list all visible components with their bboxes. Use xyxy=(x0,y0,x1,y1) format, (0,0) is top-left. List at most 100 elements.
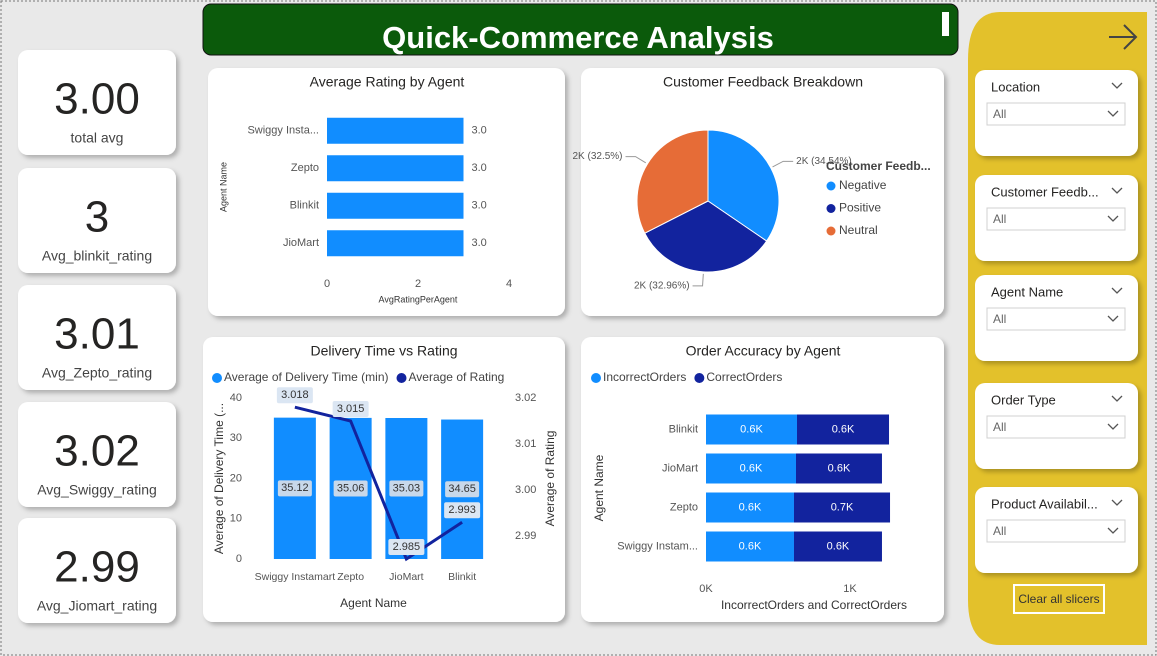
label-bg xyxy=(332,401,369,417)
legend-label: Average of Rating xyxy=(409,370,505,384)
axis-title: Agent Name xyxy=(340,596,407,610)
leader-line xyxy=(772,160,794,168)
data-label: 3.0 xyxy=(472,237,487,249)
legend-marker xyxy=(826,226,836,236)
kpi-label: Avg_Jiomart_rating xyxy=(37,598,157,614)
slicer-title: Product Availabil... xyxy=(991,496,1098,511)
x-tick-label: JioMart xyxy=(389,571,424,583)
line xyxy=(294,405,463,562)
slicer-selection[interactable]: All xyxy=(993,212,1006,226)
legend-label: Negative xyxy=(839,178,887,192)
slicer-collapse[interactable] xyxy=(1111,82,1123,89)
legend-marker xyxy=(826,181,836,191)
kpi-card xyxy=(18,518,176,623)
slicer-dropdown[interactable] xyxy=(986,102,1126,126)
y-tick-label: 30 xyxy=(230,432,242,444)
banner-icon xyxy=(942,12,949,36)
slicer-dropdown[interactable] xyxy=(986,307,1126,331)
leader-line xyxy=(625,156,647,164)
legend-label: Average of Delivery Time (min) xyxy=(224,370,389,384)
kpi-card xyxy=(18,285,176,390)
y-tick-label: Swiggy Instam... xyxy=(617,540,698,552)
data-label: 2K (32.96%) xyxy=(634,280,690,291)
legend-label: CorrectOrders xyxy=(706,370,782,384)
pie-slice xyxy=(636,129,709,234)
label-bg xyxy=(333,480,368,497)
data-label: 34.65 xyxy=(448,483,476,495)
bar xyxy=(327,192,464,219)
data-label: 3.0 xyxy=(472,125,487,137)
x-tick-label: Swiggy Instamart xyxy=(255,571,336,583)
axis-title: AvgRatingPerAgent xyxy=(379,294,458,304)
bar-segment xyxy=(797,414,890,445)
dropdown-chevron[interactable] xyxy=(1107,215,1119,222)
legend-marker xyxy=(591,373,601,383)
data-label: 35.06 xyxy=(337,482,365,494)
slicer-collapse[interactable] xyxy=(1111,187,1123,194)
clear-button[interactable] xyxy=(1013,584,1105,614)
legend-label: Neutral xyxy=(839,223,878,237)
data-label: 2.993 xyxy=(448,504,476,516)
y-tick-label: JioMart xyxy=(662,462,698,474)
bar-segment xyxy=(793,492,891,523)
clear-button-label[interactable]: Clear all slicers xyxy=(1018,592,1099,606)
dropdown-chevron[interactable] xyxy=(1107,315,1119,322)
bar-segment xyxy=(706,531,794,562)
label-bg xyxy=(445,481,480,498)
slicer-collapse[interactable] xyxy=(1111,287,1123,294)
kpi-value: 2.99 xyxy=(54,543,140,592)
slicer-title: Order Type xyxy=(991,392,1056,407)
bar-segment xyxy=(706,453,796,484)
data-label: 3.0 xyxy=(472,200,487,212)
bar-segment xyxy=(796,453,882,484)
label-bg xyxy=(276,387,313,404)
slicer-selection[interactable]: All xyxy=(993,107,1006,121)
collapse-arrow[interactable] xyxy=(1109,24,1138,50)
legend-marker xyxy=(826,204,836,213)
slicer-selection[interactable]: All xyxy=(993,524,1006,538)
slicer-collapse[interactable] xyxy=(1111,499,1123,506)
y-tick-label: Blinkit xyxy=(290,200,319,212)
data-label: 3.015 xyxy=(337,403,365,415)
data-label: 0.6K xyxy=(739,540,762,552)
slicer-selection[interactable]: All xyxy=(993,312,1006,326)
y2-tick-label: 3.01 xyxy=(515,438,536,450)
y2-tick-label: 3.00 xyxy=(515,484,536,496)
x-tick-label: Zepto xyxy=(337,571,364,583)
dropdown-chevron[interactable] xyxy=(1107,423,1119,430)
bar-segment xyxy=(706,492,794,523)
y-tick-label: Blinkit xyxy=(669,423,698,435)
y-tick-label: JioMart xyxy=(283,237,319,249)
bar xyxy=(327,155,464,182)
pie-slice xyxy=(707,129,780,242)
x-tick-label: 4 xyxy=(506,278,512,290)
data-label: 0.6K xyxy=(740,423,763,435)
y-tick-label: Zepto xyxy=(670,501,698,513)
axis-title: IncorrectOrders and CorrectOrders xyxy=(721,598,907,612)
slicer-dropdown[interactable] xyxy=(986,207,1126,231)
dropdown-chevron[interactable] xyxy=(1107,110,1119,117)
y2-tick-label: 3.02 xyxy=(515,392,536,404)
label-bg xyxy=(277,480,312,497)
dropdown-chevron[interactable] xyxy=(1107,527,1119,534)
y-tick-label: 20 xyxy=(230,472,242,484)
slicer-selection[interactable]: All xyxy=(993,420,1006,434)
y-tick-label: Zepto xyxy=(291,162,319,174)
chart-title: Customer Feedback Breakdown xyxy=(663,74,863,90)
slicer-dropdown[interactable] xyxy=(986,415,1126,439)
bar-segment xyxy=(706,414,798,445)
label-bg xyxy=(388,539,425,555)
data-label: 0.6K xyxy=(827,540,850,552)
slicer-dropdown[interactable] xyxy=(986,519,1126,543)
data-label: 0.6K xyxy=(828,462,851,474)
chart-title: Order Accuracy by Agent xyxy=(686,343,841,359)
slicer-collapse[interactable] xyxy=(1111,395,1123,402)
data-label: 2K (32.5%) xyxy=(572,151,622,162)
axis-title: Agent Name xyxy=(218,162,228,212)
bar-segment xyxy=(793,531,882,562)
slicer-title: Customer Feedb... xyxy=(991,184,1099,199)
data-label: 35.12 xyxy=(281,482,309,494)
axis-title: Agent Name xyxy=(592,454,606,521)
leader-line xyxy=(692,273,704,287)
